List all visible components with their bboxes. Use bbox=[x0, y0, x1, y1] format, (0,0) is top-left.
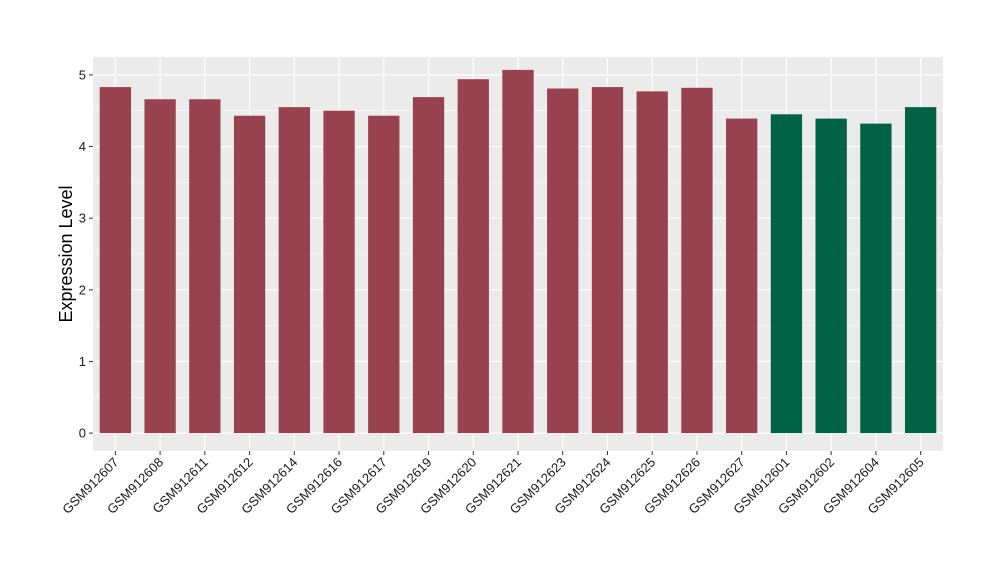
y-tick-label: 2 bbox=[79, 282, 86, 297]
y-tick-label: 1 bbox=[79, 354, 86, 369]
bar-gsm912627 bbox=[726, 118, 758, 434]
x-axis: GSM912607GSM912608GSM912611GSM912612GSM9… bbox=[59, 451, 927, 517]
bar-gsm912616 bbox=[323, 110, 355, 434]
bar-gsm912611 bbox=[189, 99, 221, 434]
bars bbox=[99, 69, 937, 434]
bar-gsm912605 bbox=[904, 107, 937, 434]
bar-gsm912601 bbox=[770, 114, 803, 434]
bar-gsm912604 bbox=[860, 123, 892, 434]
bar-gsm912621 bbox=[502, 69, 534, 434]
bar-gsm912607 bbox=[99, 87, 132, 434]
y-tick-label: 3 bbox=[79, 211, 86, 226]
bar-gsm912602 bbox=[815, 118, 847, 434]
bar-gsm912624 bbox=[591, 87, 624, 434]
y-tick-label: 0 bbox=[79, 426, 86, 441]
bar-gsm912608 bbox=[144, 99, 176, 434]
y-tick-label: 4 bbox=[79, 139, 86, 154]
bar-gsm912623 bbox=[547, 88, 579, 434]
y-tick-label: 5 bbox=[79, 67, 86, 82]
y-axis-title: Expression Level bbox=[56, 185, 76, 322]
bar-gsm912625 bbox=[636, 91, 668, 434]
bar-gsm912612 bbox=[233, 115, 266, 434]
bar-gsm912614 bbox=[278, 107, 310, 434]
bar-gsm912619 bbox=[412, 97, 445, 434]
bar-gsm912626 bbox=[681, 87, 713, 434]
bar-gsm912617 bbox=[368, 115, 400, 434]
y-axis: 0 1 2 3 4 5 bbox=[79, 67, 93, 441]
bar-gsm912620 bbox=[457, 79, 489, 434]
